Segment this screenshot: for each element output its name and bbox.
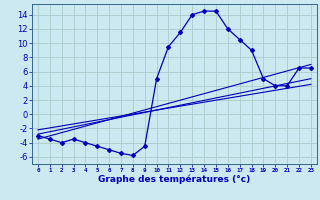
X-axis label: Graphe des températures (°c): Graphe des températures (°c) xyxy=(98,175,251,184)
